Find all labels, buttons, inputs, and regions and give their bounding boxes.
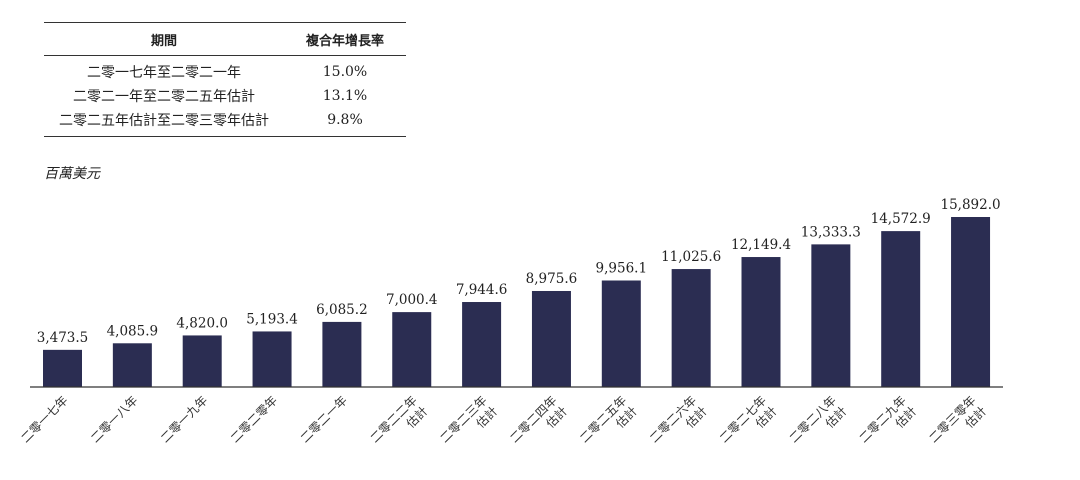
x-tick-label: 二零一八年 [88,393,140,445]
table-header-rule [44,55,406,56]
table-bottom-rule [44,136,406,137]
value-label: 15,892.0 [940,197,1000,213]
x-tick-label: 二零一七年 [18,393,70,445]
value-label: 7,944.6 [456,282,508,298]
row-period: 二零二一年至二零二五年估計 [73,89,255,105]
table-top-rule [44,22,406,23]
bar [741,257,781,387]
value-label: 12,149.4 [731,237,791,253]
unit-label: 百萬美元 [44,166,100,182]
row-period: 二零二五年估計至二零三零年估計 [59,113,269,129]
row-cagr: 9.8% [327,112,363,128]
bar [112,343,152,387]
bar [392,312,432,387]
bar [811,244,851,387]
x-tick-label: 二零二零年 [228,393,280,445]
x-tick-label-line: 二零二零年 [228,393,280,445]
x-tick-label-line: 二零一七年 [18,393,70,445]
bar [182,335,222,387]
x-tick-label-line: 二零一九年 [158,393,210,445]
x-tick-label: 二零二五年估計 [577,393,640,445]
bar [462,302,502,387]
table-row: 二零一七年至二零二一年 15.0% [44,60,406,84]
value-label: 3,473.5 [37,330,89,346]
x-tick-label: 二零二一年 [298,393,350,445]
row-cagr: 13.1% [322,88,368,104]
x-tick-label: 二零三零年估計 [926,393,989,445]
row-cagr: 15.0% [322,64,368,80]
value-label: 6,085.2 [316,302,368,318]
bar [322,321,362,387]
bar [531,290,571,387]
cagr-table: 期間 複合年增長率 二零一七年至二零二一年 15.0% 二零二一年至二零二五年估… [44,22,406,137]
header-cagr: 複合年增長率 [305,33,384,49]
header-period: 期間 [150,33,177,49]
bar [43,349,82,387]
bar [951,217,991,387]
x-tick-label: 二零一九年 [158,393,210,445]
x-tick-label-line: 二零二一年 [298,393,350,445]
x-tick-label-line: 二零一八年 [88,393,140,445]
bar [252,331,292,387]
table-row: 二零二五年估計至二零三零年估計 9.8% [44,108,406,132]
value-label: 13,333.3 [801,224,861,240]
bar [881,231,921,387]
value-label: 7,000.4 [386,292,438,308]
value-label: 4,820.0 [176,315,228,331]
value-label: 9,956.1 [596,260,648,276]
row-period: 二零一七年至二零二一年 [87,65,241,81]
value-label: 11,025.6 [661,249,721,265]
bar [671,269,711,387]
table-header-row: 期間 複合年增長率 [44,23,406,55]
value-label: 4,085.9 [107,323,159,339]
value-label: 8,975.6 [526,271,578,287]
bar [601,280,641,387]
value-label: 5,193.4 [246,311,298,327]
table-row: 二零二一年至二零二五年估計 13.1% [44,84,406,108]
value-label: 14,572.9 [871,211,931,227]
